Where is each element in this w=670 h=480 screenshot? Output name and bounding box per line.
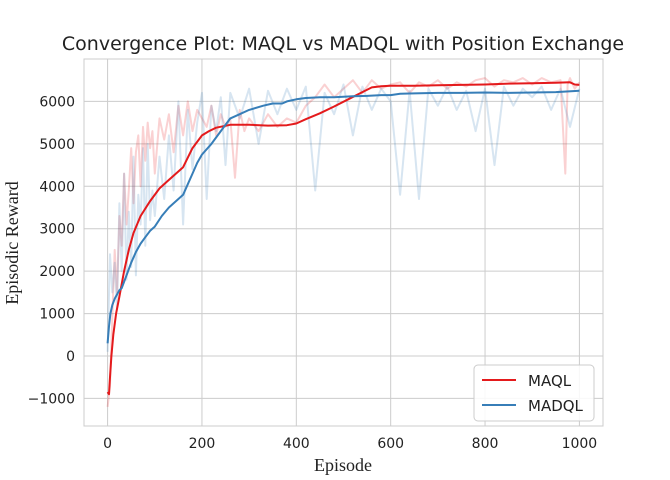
y-tick-label: 1000 (39, 307, 75, 323)
y-tick-label: 2000 (39, 264, 75, 280)
x-tick-label: 400 (283, 436, 310, 452)
y-axis-ticks: −1000 0 1000 2000 3000 4000 5000 6000 (28, 94, 75, 407)
chart-title: Convergence Plot: MAQL vs MADQL with Pos… (62, 33, 624, 55)
legend-madql-label: MADQL (528, 397, 584, 415)
madql-raw-line (106, 83, 581, 352)
x-tick-label: 800 (472, 436, 499, 452)
legend-maql-label: MAQL (528, 372, 572, 390)
maql-raw-line (106, 77, 581, 408)
maql-smoothed-line (106, 81, 580, 396)
x-axis-label: Episode (314, 455, 372, 475)
x-tick-label: 0 (103, 436, 112, 452)
x-tick-label: 600 (377, 436, 404, 452)
legend: MAQL MADQL (473, 364, 595, 422)
y-tick-label: 0 (66, 349, 75, 365)
y-tick-label: 3000 (39, 222, 75, 238)
y-tick-label: 6000 (39, 94, 75, 110)
x-tick-label: 1000 (562, 436, 598, 452)
gridlines (84, 59, 603, 426)
x-tick-label: 200 (189, 436, 216, 452)
madql-smoothed-line (106, 89, 580, 344)
x-axis-ticks: 0 200 400 600 800 1000 (103, 436, 597, 452)
y-tick-label: −1000 (28, 391, 75, 407)
y-tick-label: 4000 (39, 179, 75, 195)
smoothed-series-lines (106, 81, 580, 396)
raw-series-lines (106, 77, 581, 408)
y-tick-label: 5000 (39, 137, 75, 153)
y-axis-label: Episodic Reward (2, 181, 22, 304)
